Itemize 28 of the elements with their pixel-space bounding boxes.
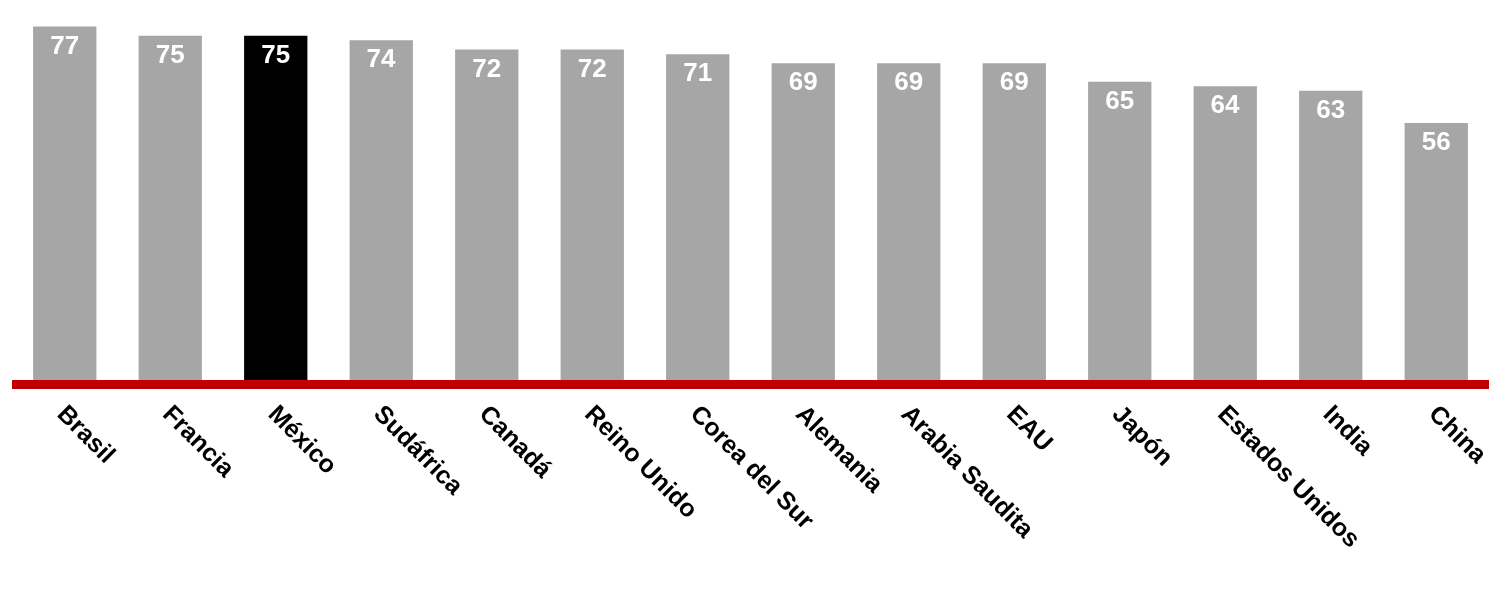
data-label: 63 — [1316, 93, 1346, 124]
bar — [771, 63, 835, 380]
data-label: 75 — [155, 38, 185, 69]
data-label: 69 — [894, 66, 924, 97]
bar — [666, 54, 730, 380]
bar — [982, 63, 1046, 380]
bar — [560, 49, 624, 380]
data-label: 69 — [788, 66, 818, 97]
bar — [1088, 81, 1152, 380]
bar — [244, 35, 308, 380]
data-label: 64 — [1210, 89, 1240, 120]
data-label: 71 — [683, 57, 713, 88]
data-label: 72 — [472, 52, 502, 83]
bar — [33, 26, 97, 380]
data-label: 69 — [999, 66, 1029, 97]
data-label: 77 — [50, 29, 80, 60]
data-label: 65 — [1105, 84, 1135, 115]
data-label: 75 — [261, 38, 291, 69]
bar — [877, 63, 941, 380]
data-label: 74 — [366, 43, 396, 74]
bar — [138, 35, 202, 380]
bar — [455, 49, 519, 380]
bar — [1404, 122, 1468, 380]
data-label: 72 — [577, 52, 607, 83]
bar — [1193, 86, 1257, 380]
data-label: 56 — [1421, 125, 1451, 156]
bar — [1299, 90, 1363, 380]
bar — [349, 40, 413, 380]
